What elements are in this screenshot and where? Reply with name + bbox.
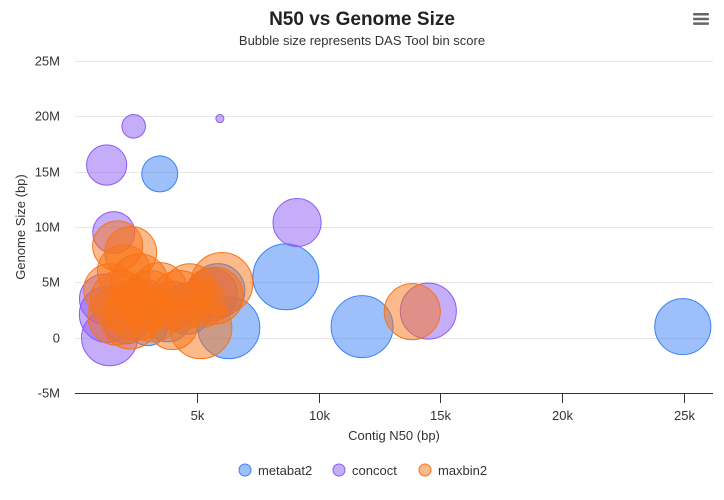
legend: metabat2 concoct maxbin2 (238, 463, 487, 478)
x-tick-label: 5k (191, 408, 205, 423)
metabat2-bubble[interactable] (330, 295, 394, 359)
y-tick-label: 10M (35, 220, 60, 235)
maxbin2-bubble[interactable] (177, 278, 227, 328)
bubbles (78, 114, 712, 367)
maxbin2-bubble[interactable] (383, 283, 441, 341)
maxbin2-bubble[interactable] (104, 279, 167, 341)
chart-title: N50 vs Genome Size (269, 9, 455, 30)
concoct-bubble[interactable] (121, 114, 146, 139)
x-tick-label: 25k (674, 408, 695, 423)
y-axis-ticks: -5M 0 5M 10M 15M 20M 25M (35, 54, 60, 401)
x-tick-label: 10k (309, 408, 330, 423)
legend-label: maxbin2 (438, 463, 487, 478)
y-tick-label: 25M (35, 54, 60, 69)
chart-subtitle: Bubble size represents DAS Tool bin scor… (239, 33, 485, 48)
y-tick-label: -5M (38, 386, 60, 401)
metabat2-bubble[interactable] (654, 298, 712, 356)
x-axis-ticks: 5k 10k 15k 20k 25k (191, 393, 695, 423)
legend-label: concoct (352, 463, 397, 478)
y-axis-title: Genome Size (bp) (13, 174, 28, 280)
y-tick-label: 20M (35, 109, 60, 124)
series-maxbin2 (83, 220, 441, 360)
legend-marker (332, 463, 346, 477)
legend-item-maxbin2[interactable]: maxbin2 (418, 463, 487, 478)
concoct-bubble[interactable] (86, 144, 128, 186)
y-tick-label: 0 (53, 331, 60, 346)
legend-item-concoct[interactable]: concoct (332, 463, 397, 478)
y-tick-label: 5M (42, 275, 60, 290)
y-tick-label: 15M (35, 165, 60, 180)
concoct-bubble[interactable] (215, 114, 225, 124)
legend-item-metabat2[interactable]: metabat2 (238, 463, 312, 478)
x-tick-label: 15k (430, 408, 451, 423)
legend-marker (418, 463, 432, 477)
metabat2-bubble[interactable] (252, 243, 320, 311)
x-tick-label: 20k (552, 408, 573, 423)
concoct-bubble[interactable] (272, 198, 322, 248)
hamburger-menu-icon[interactable] (693, 13, 709, 25)
metabat2-bubble[interactable] (141, 155, 179, 193)
legend-marker (238, 463, 252, 477)
legend-label: metabat2 (258, 463, 312, 478)
x-axis-title: Contig N50 (bp) (348, 428, 440, 443)
